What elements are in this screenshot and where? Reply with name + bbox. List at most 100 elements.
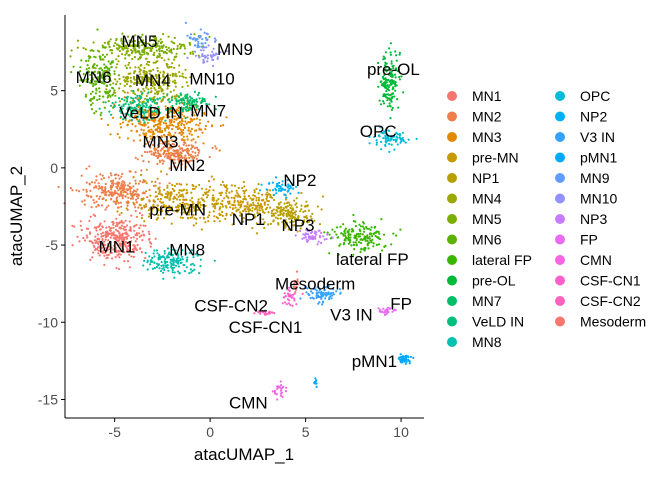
- data-point: [195, 123, 198, 126]
- data-point: [257, 196, 261, 199]
- data-point: [113, 72, 116, 75]
- data-point: [134, 206, 137, 209]
- data-point: [108, 191, 111, 194]
- data-point: [120, 53, 124, 56]
- data-point: [156, 209, 159, 212]
- data-point: [118, 44, 121, 47]
- data-point: [206, 216, 209, 219]
- data-point: [93, 239, 96, 242]
- data-point: [182, 128, 185, 132]
- data-point: [147, 215, 151, 218]
- data-point: [165, 48, 169, 51]
- data-point: [349, 233, 352, 236]
- data-point: [137, 110, 140, 113]
- data-point: [284, 205, 287, 209]
- data-point: [152, 139, 155, 142]
- data-point: [308, 294, 311, 297]
- data-point: [205, 196, 209, 199]
- data-point: [114, 101, 117, 104]
- data-point: [188, 153, 192, 156]
- data-point: [121, 197, 124, 200]
- data-point: [99, 222, 102, 225]
- data-point: [172, 200, 175, 203]
- data-point: [142, 100, 145, 103]
- data-point: [186, 213, 189, 216]
- data-point: [110, 188, 113, 191]
- data-point: [211, 64, 215, 68]
- data-point: [236, 208, 239, 211]
- data-point: [171, 145, 174, 149]
- data-point: [242, 189, 245, 192]
- data-point: [393, 148, 396, 151]
- data-point: [104, 233, 107, 236]
- data-point: [148, 60, 151, 64]
- data-point: [136, 243, 139, 247]
- data-point: [182, 99, 186, 102]
- data-point: [288, 299, 291, 302]
- data-point: [195, 208, 198, 212]
- data-point: [116, 254, 119, 257]
- data-point: [167, 35, 170, 38]
- data-point: [180, 133, 183, 136]
- data-point: [171, 123, 174, 126]
- data-point: [93, 112, 96, 115]
- data-point: [101, 246, 104, 249]
- data-point: [255, 187, 258, 190]
- data-point: [224, 192, 228, 195]
- data-point: [105, 246, 108, 249]
- data-point: [322, 235, 325, 238]
- data-point: [276, 387, 279, 390]
- data-point: [218, 220, 221, 223]
- data-point: [149, 245, 152, 248]
- data-point: [111, 60, 114, 63]
- legend-key: [447, 111, 457, 122]
- data-point: [173, 189, 176, 192]
- series-np1: [247, 194, 325, 233]
- data-point: [129, 76, 132, 79]
- data-point: [396, 133, 400, 136]
- data-point: [175, 52, 178, 55]
- data-point: [152, 61, 155, 64]
- data-point: [108, 94, 111, 97]
- data-point: [115, 266, 118, 270]
- data-point: [148, 255, 151, 258]
- cluster-label: MN4: [135, 71, 171, 90]
- data-point: [191, 159, 194, 162]
- data-point: [385, 309, 389, 312]
- data-point: [377, 307, 380, 310]
- data-point: [120, 205, 123, 208]
- data-point: [185, 198, 188, 201]
- data-point: [121, 172, 124, 175]
- data-point: [116, 229, 119, 233]
- data-point: [135, 232, 138, 235]
- data-point: [116, 48, 120, 51]
- data-point: [118, 234, 121, 238]
- data-point: [243, 192, 246, 195]
- data-point: [317, 240, 320, 243]
- data-point: [168, 182, 171, 185]
- data-point: [252, 194, 255, 197]
- data-point: [226, 195, 229, 198]
- data-point: [80, 228, 83, 232]
- data-point: [321, 195, 325, 198]
- data-point: [110, 246, 113, 249]
- data-point: [161, 255, 165, 258]
- data-point: [316, 205, 319, 208]
- data-point: [144, 251, 147, 254]
- data-point: [117, 174, 120, 177]
- data-point: [276, 206, 279, 209]
- data-point: [83, 239, 86, 242]
- data-point: [69, 187, 72, 190]
- data-point: [202, 193, 205, 197]
- data-point: [169, 121, 172, 124]
- data-point: [189, 51, 192, 54]
- data-point: [145, 57, 148, 60]
- data-point: [263, 203, 266, 206]
- data-point: [107, 43, 110, 46]
- data-point: [294, 213, 297, 216]
- legend-key: [447, 337, 457, 347]
- data-point: [276, 210, 279, 213]
- data-point: [142, 144, 145, 148]
- data-point: [291, 211, 294, 215]
- data-point: [150, 150, 153, 153]
